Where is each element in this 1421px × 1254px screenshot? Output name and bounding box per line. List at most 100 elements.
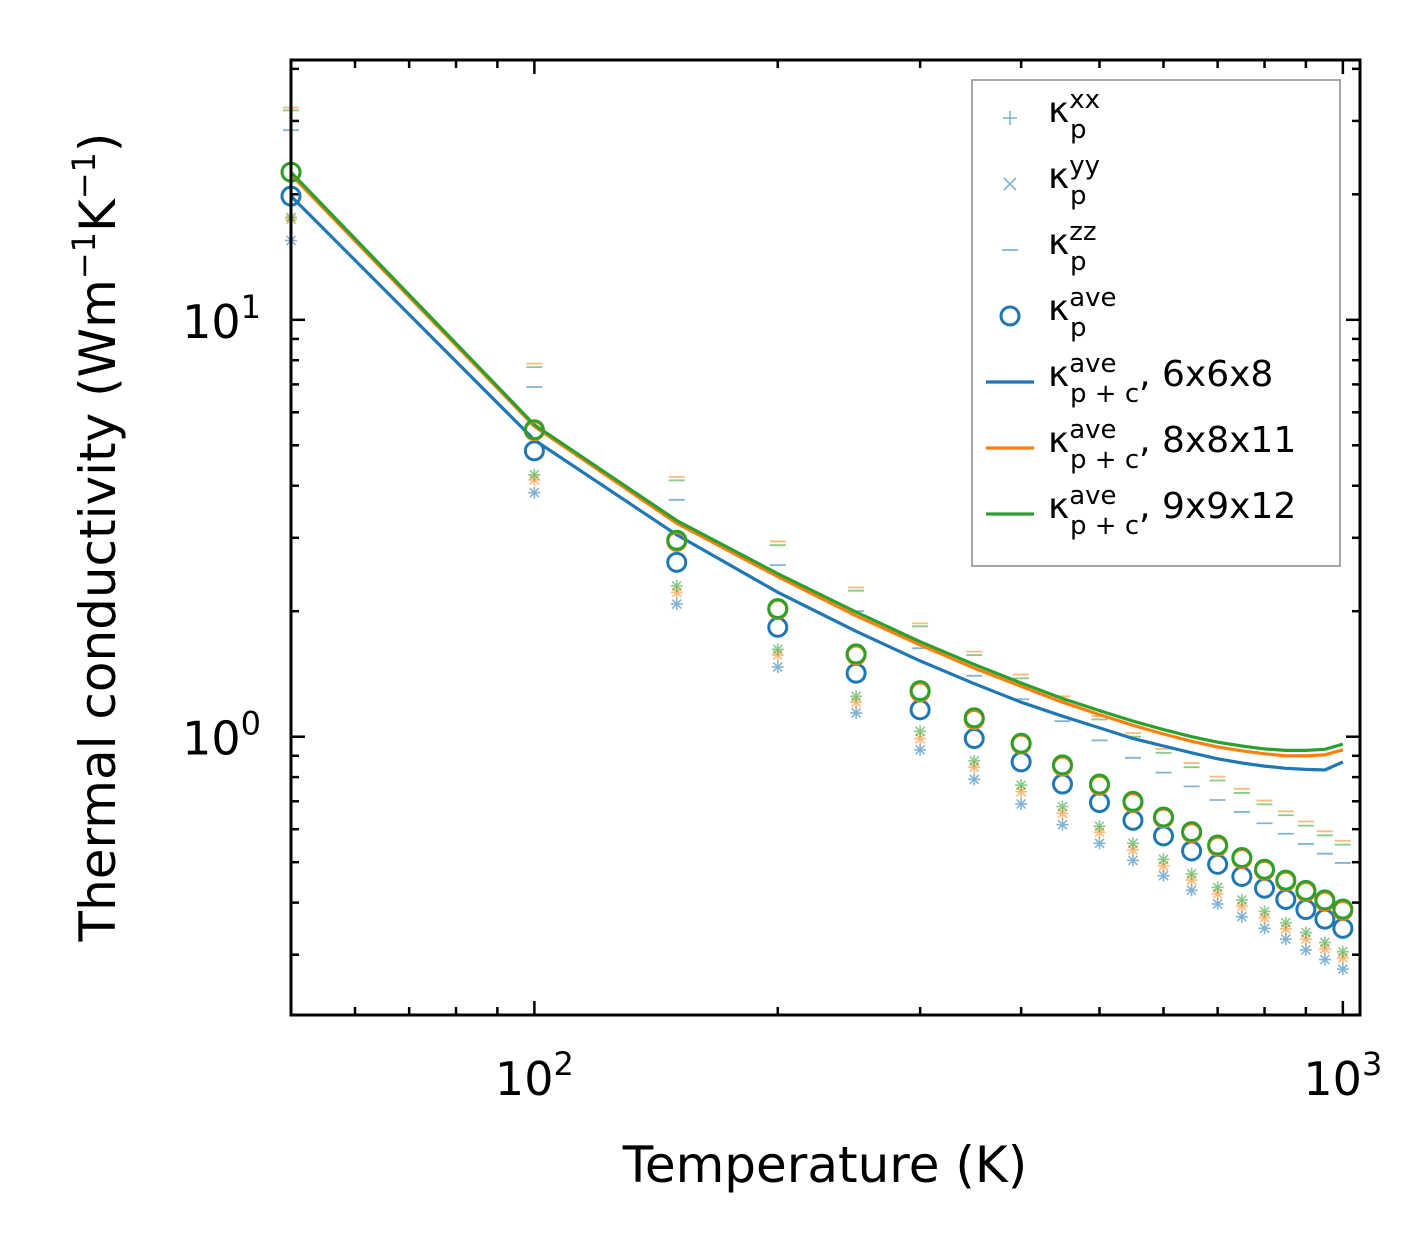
star-arm [1300, 927, 1311, 938]
star-arm [772, 661, 783, 673]
data-point [850, 690, 863, 703]
data-point [1299, 943, 1312, 956]
star-arm [1212, 898, 1223, 910]
star-arm [1158, 854, 1169, 865]
data-point [1211, 881, 1224, 894]
data-point [771, 660, 784, 673]
data-point [1332, 898, 1354, 920]
data-point [1122, 790, 1144, 812]
star-arm [1319, 937, 1330, 948]
data-point [666, 551, 688, 573]
star-arm [1337, 946, 1348, 957]
data-point [1318, 953, 1331, 966]
y-axis-label: Thermal conductivity (Wm−1K−1) [65, 133, 127, 943]
data-point [1056, 818, 1069, 831]
data-point [1258, 905, 1271, 918]
data-point [1051, 754, 1073, 776]
data-point [1056, 800, 1069, 813]
data-point [968, 754, 981, 767]
star-arm [1319, 954, 1330, 965]
data-point [1235, 910, 1248, 923]
data-point [909, 680, 931, 702]
data-point [1157, 853, 1170, 866]
star-arm [1158, 870, 1169, 881]
plot-area [280, 106, 1354, 976]
star-arm [1300, 944, 1311, 955]
data-point [1126, 837, 1139, 850]
star-arm [1212, 882, 1223, 893]
data-point [1126, 854, 1139, 867]
legend-label: κave p + c, 6x6x8 [1048, 349, 1273, 409]
data-point [1336, 945, 1349, 958]
series-line [289, 194, 1344, 772]
data-point [1010, 732, 1032, 754]
data-point [767, 598, 789, 620]
data-point [1185, 867, 1198, 880]
legend-entry: κzz p [1002, 217, 1097, 277]
data-point [1279, 933, 1292, 946]
series-kappa-p-xx-yy-6x6x8 [285, 234, 1349, 976]
data-point [1231, 847, 1253, 869]
star-arm [1186, 868, 1197, 879]
cross-arm [1003, 177, 1017, 191]
legend-entry: κave p + c, 9x9x12 [986, 481, 1296, 541]
legend-marker [999, 305, 1021, 327]
data-point [666, 529, 688, 551]
legend-label: κyy p [1048, 151, 1100, 211]
legend-label: κave p [1048, 283, 1117, 343]
star-arm [1127, 838, 1139, 849]
data-point [1088, 773, 1110, 795]
data-point [1336, 963, 1349, 976]
star-arm [1236, 911, 1247, 922]
series-line [289, 173, 1344, 758]
data-point [528, 468, 541, 481]
data-point [968, 773, 981, 786]
legend-entry: κave p + c, 6x6x8 [986, 349, 1273, 409]
star-arm [1057, 819, 1068, 830]
data-point [670, 598, 683, 611]
star-arm [915, 726, 926, 737]
series-kappa-p-xx-yy-9x9x12 [285, 211, 1349, 958]
legend-label: κzz p [1048, 217, 1097, 277]
legend-entry: κxx p [1003, 85, 1100, 145]
star-arm [1094, 838, 1105, 849]
data-point [1275, 869, 1297, 891]
star-arm [1337, 964, 1348, 975]
legend-marker [1003, 177, 1017, 191]
legend-label: κxx p [1048, 85, 1100, 145]
data-point [523, 419, 545, 441]
data-point [528, 486, 541, 499]
data-point [1153, 806, 1175, 828]
series-kappa-p-zz-6x6x8 [283, 129, 1351, 864]
data-point [771, 643, 784, 656]
star-arm [1259, 906, 1270, 917]
star-arm [1186, 885, 1197, 896]
legend-label: κave p + c, 8x8x11 [1048, 415, 1296, 475]
data-point [1207, 834, 1229, 856]
data-point [1093, 837, 1106, 850]
series-kappa-p-c-ave-6x6x8 [289, 194, 1344, 772]
y-tick-label: 100 [182, 705, 261, 766]
data-point [523, 440, 545, 462]
star-arm [1236, 894, 1247, 905]
star-arm [1057, 801, 1068, 812]
star-arm [969, 755, 980, 766]
star-arm [1016, 780, 1027, 791]
star-arm [529, 469, 540, 480]
data-point [1181, 821, 1203, 843]
data-point [963, 707, 985, 729]
data-point [1015, 797, 1028, 810]
data-point [850, 706, 863, 719]
star-arm [915, 733, 926, 744]
legend-entry: κave p [999, 283, 1117, 343]
data-point [1185, 884, 1198, 897]
legend-label: κave p + c, 9x9x12 [1048, 481, 1296, 541]
star-arm [671, 599, 682, 610]
data-point [1093, 820, 1106, 833]
data-point [845, 643, 867, 665]
x-axis-label: Temperature (K) [622, 1136, 1027, 1194]
legend-entry: κyy p [1003, 151, 1100, 211]
data-point [670, 579, 683, 592]
star-arm [851, 707, 862, 719]
